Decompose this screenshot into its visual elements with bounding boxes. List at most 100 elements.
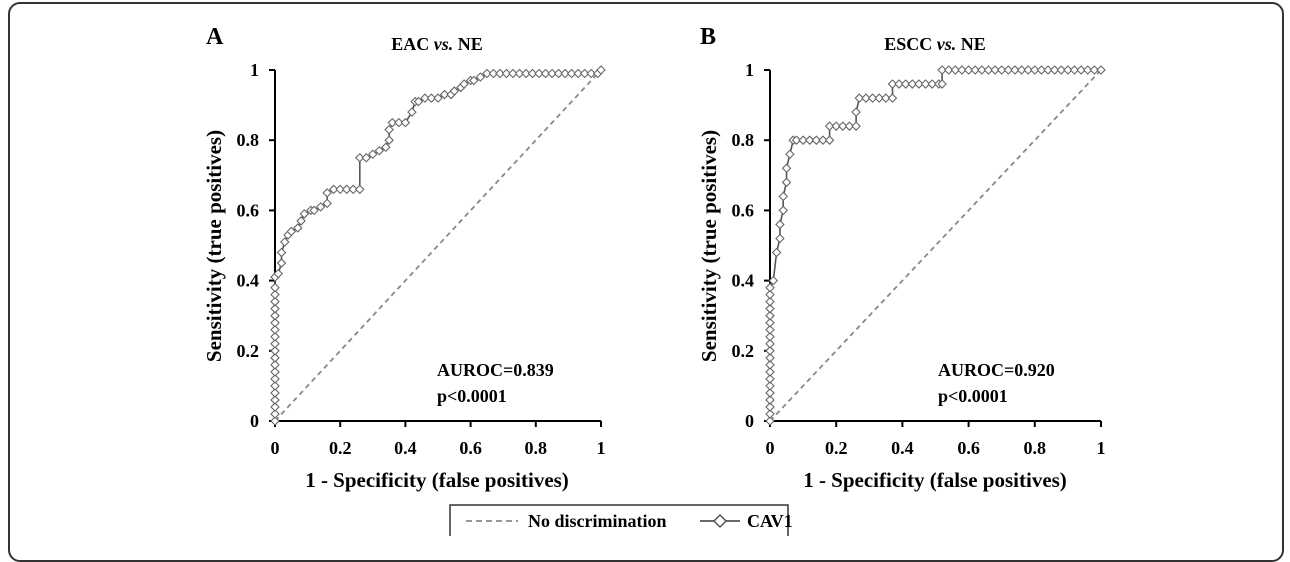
roc-point-b [775,233,785,244]
roc-point-b [1043,65,1053,75]
roc-point-b [1056,65,1067,75]
roc-point-b [765,324,775,335]
roc-point-a [293,223,303,233]
y-tick-label-a: 0.4 [237,271,260,291]
roc-point-b [894,79,904,89]
plot-area-a: 0 0.2 0.4 0.6 0.8 1 0 0.2 0.4 0.6 0.8 1 [237,60,606,458]
roc-point-b [765,346,775,356]
roc-point-b [765,409,775,419]
roc-point-a [270,289,280,300]
roc-point-b [765,339,775,349]
roc-point-a [270,360,280,370]
roc-point-a [270,381,280,391]
roc-point-a [407,107,417,117]
roc-point-a [276,247,287,258]
roc-point-a [348,184,359,195]
roc-point-b [765,388,775,398]
roc-point-b [765,331,775,342]
roc-point-a [469,75,479,86]
y-tick-label-b: 0.4 [732,271,755,291]
roc-point-b [1010,65,1020,75]
roc-point-b [781,177,792,188]
x-tick-label-a: 0.2 [329,438,352,458]
roc-point-b [824,121,835,131]
roc-point-a [374,145,385,156]
roc-point-b [831,121,841,131]
roc-point-a [566,68,577,79]
roc-point-b [907,79,918,89]
y-tick-label-a: 0.2 [237,341,260,361]
roc-point-b [765,416,775,426]
roc-point-b [804,135,815,145]
roc-point-a [560,68,570,79]
roc-point-a [270,317,280,328]
pvalue-annotation-a: p<0.0001 [437,386,507,406]
roc-point-b [977,65,987,75]
roc-point-b [1003,65,1014,75]
x-tick-label-a: 0 [271,438,280,458]
roc-point-a [322,188,332,198]
panel-label-a: A [206,24,224,50]
legend-diamond-marker-icon [712,513,728,529]
roc-point-a [596,65,606,75]
roc-point-a [270,331,280,342]
y-tick-label-b: 0 [745,411,754,431]
roc-point-a [488,68,499,79]
roc-point-a [270,324,280,335]
roc-point-a [459,79,469,89]
roc-point-a [270,353,280,363]
roc-point-b [838,121,848,131]
x-tick-label-b: 0.8 [1024,438,1047,458]
roc-point-a [270,416,280,426]
roc-point-b [765,374,775,384]
roc-point-a [394,117,404,128]
chart-title-b-tail: NE [956,34,986,54]
roc-point-b [785,149,795,160]
x-axis-label-a: 1 - Specificity (false positives) [305,468,569,492]
roc-point-a [270,296,280,307]
roc-point-b [874,93,885,103]
chart-title-b-vs: vs. [937,34,957,54]
chart-title-a-tail: NE [453,34,483,54]
panel-a: A EAC vs. NE Sensitivity (true positives… [202,24,606,492]
roc-point-a [384,124,394,135]
roc-point-a [384,135,394,145]
auroc-annotation-a: AUROC=0.839 [437,360,554,380]
roc-point-a [420,93,430,103]
roc-point-b [861,93,871,103]
roc-point-a [270,395,280,405]
roc-point-b [867,93,878,103]
roc-point-b [778,191,789,202]
roc-point-b [927,79,937,89]
roc-point-a [299,209,310,219]
roc-point-b [1063,65,1073,75]
roc-point-b [1082,65,1093,75]
y-tick-label-b: 1 [745,60,754,80]
roc-point-a [553,68,564,79]
roc-point-a [270,402,280,412]
roc-point-a [286,226,297,237]
roc-point-a [508,68,518,79]
roc-point-a [540,68,551,79]
roc-point-a [270,374,280,384]
x-tick-label-a: 0.8 [525,438,548,458]
roc-point-a [514,68,525,79]
roc-point-a [270,339,280,349]
roc-point-a [270,346,280,356]
roc-point-a [270,409,280,419]
roc-point-a [586,68,596,79]
auroc-annotation-b: AUROC=0.920 [938,360,1055,380]
plot-area-b: 0 0.2 0.4 0.6 0.8 1 0 0.2 0.4 0.6 0.8 1 [732,60,1106,458]
roc-point-b [765,402,775,412]
roc-point-b [1023,65,1033,75]
y-tick-label-a: 0.8 [237,130,260,150]
roc-point-a [547,68,557,79]
roc-point-b [765,282,775,293]
roc-figure: A EAC vs. NE Sensitivity (true positives… [202,24,1106,536]
roc-point-a [270,303,280,314]
chart-title-b: ESCC vs. NE [884,34,986,54]
roc-point-a [439,89,450,100]
roc-point-b [765,310,775,321]
roc-point-a [296,216,306,226]
roc-point-b [765,289,775,300]
